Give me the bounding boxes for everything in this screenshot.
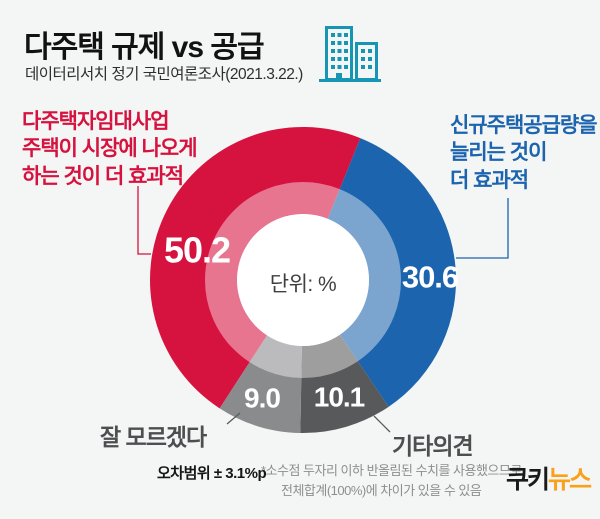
logo-text-orange: 뉴스: [548, 466, 592, 494]
slice-value-2: 10.1: [314, 382, 365, 413]
annotation-regulation: 다주택자임대사업 주택이 시장에 나오게 하는 것이 더 효과적: [22, 110, 198, 188]
connector-line-1: [456, 198, 509, 259]
connector-line-2: [226, 412, 241, 425]
slice-value-3: 9.0: [244, 383, 280, 414]
chart-slice-3: [219, 335, 302, 433]
logo-text-black: 쿠키: [506, 466, 550, 494]
error-margin: 오차범위 ± 3.1%p: [157, 465, 267, 482]
donut-hole: [237, 214, 369, 346]
connector-line-0: [137, 186, 151, 255]
slice-label-dontknow: 잘 모르겠다: [100, 424, 207, 450]
slice-label-other: 기타의견: [392, 433, 474, 459]
annotation-supply: 신규주택공급량을 늘리는 것이 더 효과적: [450, 114, 598, 192]
rounding-note: *소수점 두자리 이하 반올림된 수치를 사용했으므로 전체합계(100%)에 …: [261, 461, 522, 501]
unit-label: 단위: %: [269, 273, 337, 296]
rounding-note-line1: *소수점 두자리 이하 반올림된 수치를 사용했으므로: [261, 463, 522, 478]
kukinews-logo: 쿠키뉴스: [506, 460, 592, 496]
rounding-note-line2: 전체합계(100%)에 차이가 있을 수 있음: [281, 483, 482, 499]
connector-line-3: [373, 415, 391, 433]
chart-slice-2: [300, 334, 389, 433]
subtitle: 데이터리서치 정기 국민여론조사(2021.3.22.): [25, 66, 303, 83]
slice-value-0: 50.2: [164, 230, 230, 271]
chart-slice-1: [327, 138, 456, 407]
page-title: 다주택 규제 vs 공급: [24, 31, 265, 64]
slice-value-1: 30.6: [402, 260, 459, 295]
inner-ring-veil: [205, 182, 401, 378]
building-icon: [319, 26, 381, 82]
chart-slice-0: [149, 126, 361, 409]
